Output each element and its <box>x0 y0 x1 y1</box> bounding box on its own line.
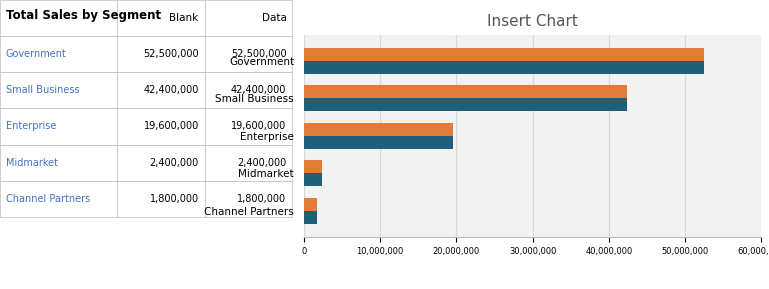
Bar <box>205 108 292 144</box>
Text: Government: Government <box>6 49 67 59</box>
Text: 2,400,000: 2,400,000 <box>149 158 198 168</box>
Text: Data: Data <box>261 13 286 23</box>
Text: 1,800,000: 1,800,000 <box>238 194 286 204</box>
Bar <box>117 108 205 144</box>
Text: Small Business: Small Business <box>6 85 79 95</box>
Text: Channel Partners: Channel Partners <box>6 194 90 204</box>
Bar <box>304 98 627 112</box>
Text: 19,600,000: 19,600,000 <box>144 121 198 131</box>
Bar <box>304 123 453 136</box>
Bar <box>304 61 704 74</box>
Bar <box>304 160 322 173</box>
Text: 52,500,000: 52,500,000 <box>143 49 198 59</box>
Bar <box>0 108 117 144</box>
Text: Blank: Blank <box>169 13 198 23</box>
Bar <box>117 181 205 217</box>
Text: 42,400,000: 42,400,000 <box>143 85 198 95</box>
Bar <box>117 0 205 36</box>
Bar <box>205 0 292 36</box>
Text: 19,600,000: 19,600,000 <box>231 121 286 131</box>
Bar <box>117 72 205 108</box>
Bar <box>205 72 292 108</box>
Bar <box>304 173 322 186</box>
Text: Enterprise: Enterprise <box>6 121 56 131</box>
Bar <box>304 198 318 211</box>
Text: Midmarket: Midmarket <box>6 158 58 168</box>
Bar <box>205 36 292 72</box>
Text: 52,500,000: 52,500,000 <box>231 49 286 59</box>
Text: 1,800,000: 1,800,000 <box>150 194 198 204</box>
Bar <box>205 144 292 181</box>
Bar <box>0 0 117 36</box>
Text: Total Sales by Segment: Total Sales by Segment <box>6 9 161 22</box>
Text: 42,400,000: 42,400,000 <box>231 85 286 95</box>
Bar <box>117 144 205 181</box>
Title: Insert Chart: Insert Chart <box>487 14 578 29</box>
Bar <box>304 48 704 61</box>
Bar <box>0 144 117 181</box>
Bar <box>304 211 318 224</box>
Bar <box>0 72 117 108</box>
Bar <box>117 36 205 72</box>
Bar <box>0 36 117 72</box>
Bar <box>304 85 627 98</box>
Text: 2,400,000: 2,400,000 <box>237 158 286 168</box>
Bar <box>304 136 453 149</box>
Bar <box>205 181 292 217</box>
Bar <box>0 181 117 217</box>
